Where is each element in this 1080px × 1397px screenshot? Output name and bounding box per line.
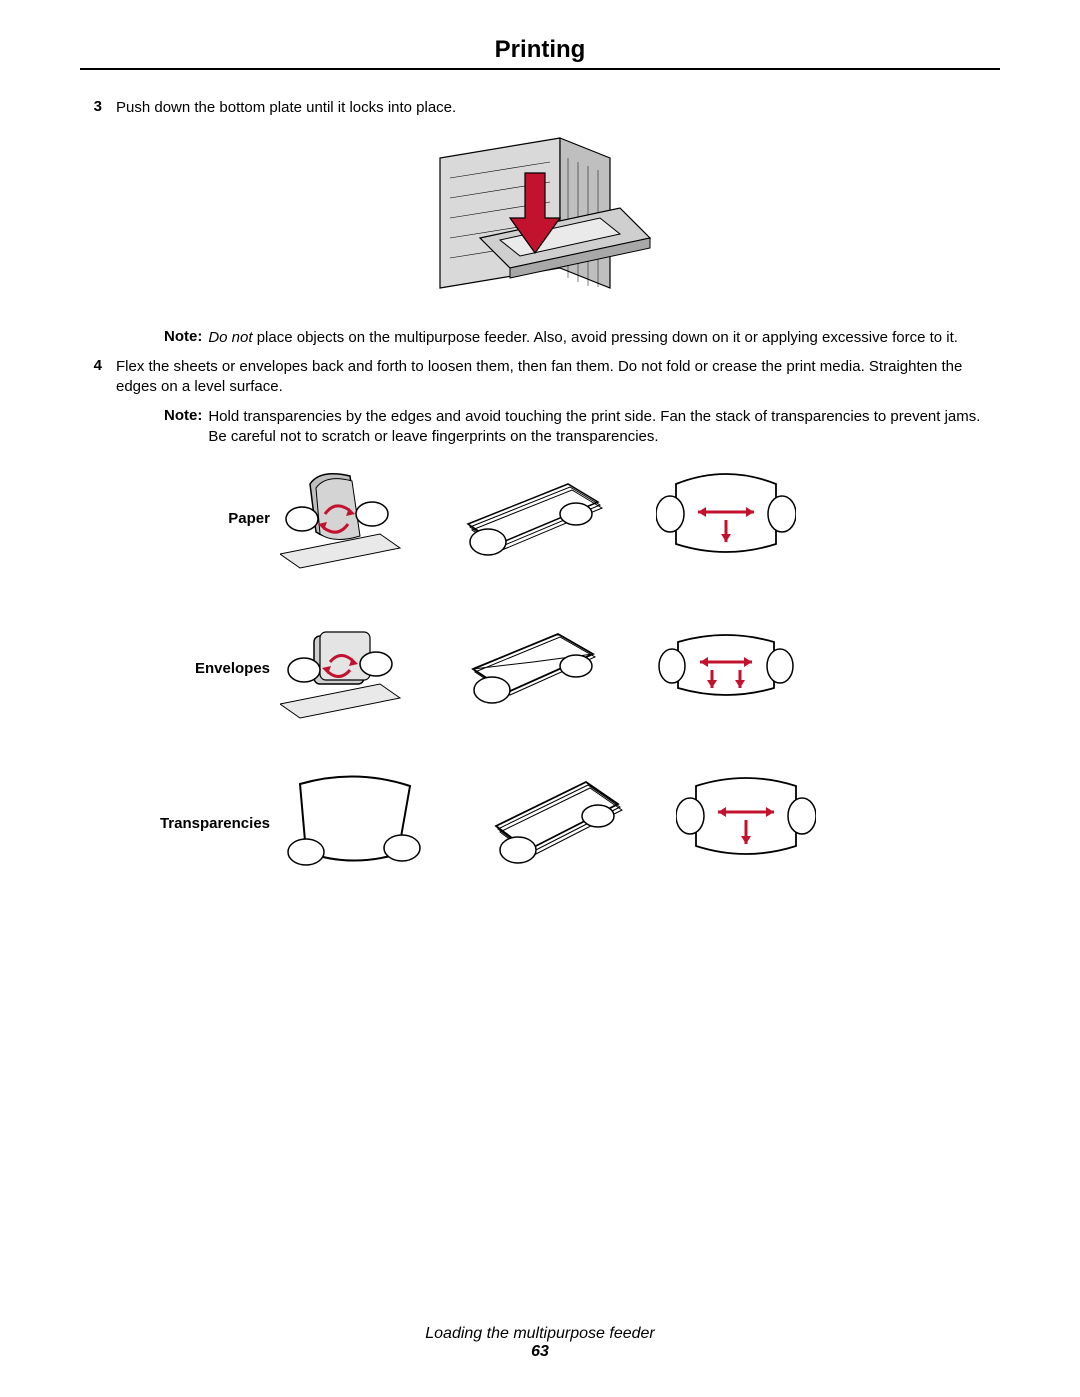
paper-fan-illus <box>458 464 608 574</box>
page-footer: Loading the multipurpose feeder 63 <box>0 1325 1080 1361</box>
paper-flex-illus <box>280 464 410 574</box>
note-1: Note: Do not place objects on the multip… <box>164 328 1000 348</box>
step-number: 3 <box>80 98 102 115</box>
step-4: 4 Flex the sheets or envelopes back and … <box>80 357 1000 398</box>
media-row-envelopes: Envelopes <box>80 614 1000 724</box>
note-text: Do not place objects on the multipurpose… <box>208 328 958 348</box>
paper-straighten-illus <box>656 464 796 574</box>
note-emph: Do not <box>208 329 252 346</box>
env-fan-illus <box>458 614 608 724</box>
step-3: 3 Push down the bottom plate until it lo… <box>80 98 1000 118</box>
media-row-paper: Paper <box>80 464 1000 574</box>
note-rest: place objects on the multipurpose feeder… <box>253 329 958 346</box>
printer-svg <box>410 128 670 318</box>
trans-hold-illus <box>280 764 430 884</box>
media-label: Envelopes <box>80 660 280 677</box>
note-label: Note: <box>164 328 202 345</box>
step-text: Flex the sheets or envelopes back and fo… <box>116 357 1000 398</box>
media-label: Paper <box>80 510 280 527</box>
trans-straighten-illus <box>676 764 816 884</box>
step-number: 4 <box>80 357 102 374</box>
note-2: Note: Hold transparencies by the edges a… <box>164 407 1000 448</box>
step-text: Push down the bottom plate until it lock… <box>116 98 456 118</box>
header-rule <box>80 68 1000 70</box>
printer-illustration <box>80 128 1000 318</box>
env-flex-illus <box>280 614 410 724</box>
note-text: Hold transparencies by the edges and avo… <box>208 407 1000 448</box>
footer-section-title: Loading the multipurpose feeder <box>0 1325 1080 1343</box>
footer-page-number: 63 <box>0 1343 1080 1361</box>
media-section: Paper <box>80 464 1000 884</box>
trans-fan-illus <box>478 764 628 884</box>
page-header-title: Printing <box>80 36 1000 64</box>
media-label: Transparencies <box>80 815 280 832</box>
manual-page: Printing 3 Push down the bottom plate un… <box>0 0 1080 1397</box>
media-row-transparencies: Transparencies <box>80 764 1000 884</box>
env-straighten-illus <box>656 614 796 724</box>
note-label: Note: <box>164 407 202 424</box>
